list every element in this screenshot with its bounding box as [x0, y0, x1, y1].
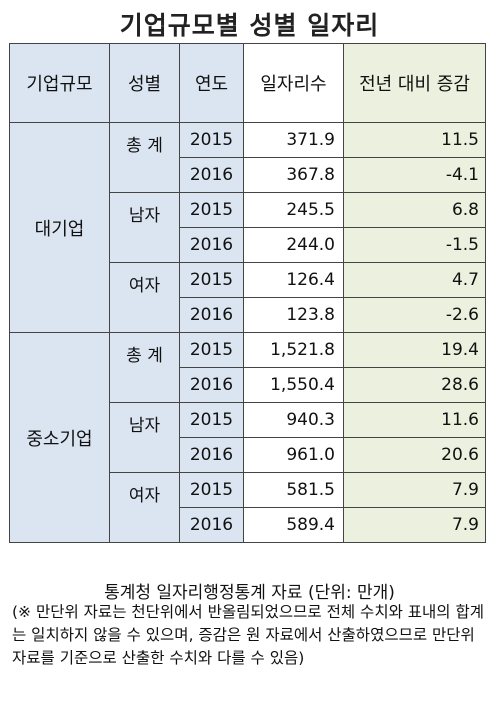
- table-row: 남자 2015 940.3 11.6: [10, 402, 486, 473]
- header-size: 기업규모: [9, 43, 110, 123]
- table-row: 2016 244.0 -1.5: [10, 227, 486, 263]
- jobs-cell: 1,550.4: [243, 367, 344, 403]
- change-cell: 6.8: [343, 192, 486, 228]
- jobs-cell: 581.5: [243, 472, 344, 508]
- header-jobs: 일자리수: [243, 43, 344, 123]
- change-cell: 11.6: [343, 402, 486, 438]
- jobs-table: 기업규모 성별 연도 일자리수 전년 대비 증감 대기업 총 계 2015 37…: [9, 43, 486, 543]
- header-year: 연도: [179, 43, 244, 123]
- change-cell: -1.5: [343, 227, 486, 263]
- jobs-cell: 245.5: [243, 192, 344, 228]
- year-cell: 2015: [179, 402, 244, 438]
- gender-cell: 여자: [109, 262, 180, 333]
- jobs-cell: 367.8: [243, 157, 344, 193]
- jobs-cell: 126.4: [243, 262, 344, 298]
- gender-cell: 총 계: [109, 332, 180, 403]
- gender-cell: 총 계: [109, 122, 180, 193]
- table-row: 2016 589.4 7.9: [10, 507, 486, 543]
- change-cell: 7.9: [343, 472, 486, 508]
- table-row: 여자 2015 126.4 4.7: [10, 262, 486, 333]
- year-cell: 2015: [179, 122, 244, 158]
- change-cell: 28.6: [343, 367, 486, 403]
- change-cell: -4.1: [343, 157, 486, 193]
- size-cell: 대기업: [9, 122, 110, 333]
- change-cell: 20.6: [343, 437, 486, 473]
- year-cell: 2016: [179, 227, 244, 263]
- change-cell: 11.5: [343, 122, 486, 158]
- year-cell: 2015: [179, 472, 244, 508]
- year-cell: 2015: [179, 262, 244, 298]
- year-cell: 2016: [179, 297, 244, 333]
- jobs-cell: 961.0: [243, 437, 344, 473]
- jobs-cell: 371.9: [243, 122, 344, 158]
- table-row: 남자 2015 245.5 6.8: [10, 192, 486, 263]
- page-title: 기업규모별 성별 일자리: [119, 11, 380, 40]
- header-row: 기업규모 성별 연도 일자리수 전년 대비 증감: [9, 43, 486, 123]
- change-cell: -2.6: [343, 297, 486, 333]
- gender-cell: 남자: [109, 192, 180, 263]
- year-cell: 2016: [179, 437, 244, 473]
- table-row: 중소기업 총 계 2015 1,521.8 19.4: [9, 332, 486, 543]
- table-row: 대기업 총 계 2015 371.9 11.5: [9, 122, 486, 333]
- gender-cell: 여자: [109, 472, 180, 543]
- header-change: 전년 대비 증감: [343, 43, 486, 123]
- jobs-cell: 589.4: [243, 507, 344, 543]
- year-cell: 2015: [179, 332, 244, 368]
- header-gender: 성별: [109, 43, 180, 123]
- change-cell: 4.7: [343, 262, 486, 298]
- jobs-cell: 1,521.8: [243, 332, 344, 368]
- source-caption: 통계청 일자리행정통계 자료 (단위: 만개): [104, 583, 395, 603]
- change-cell: 7.9: [343, 507, 486, 543]
- year-cell: 2015: [179, 192, 244, 228]
- year-cell: 2016: [179, 367, 244, 403]
- change-cell: 19.4: [343, 332, 486, 368]
- jobs-cell: 940.3: [243, 402, 344, 438]
- footnote: (※ 만단위 자료는 천단위에서 반올림되었으므로 전체 수치와 표내의 합계는…: [12, 603, 484, 667]
- jobs-cell: 244.0: [243, 227, 344, 263]
- year-cell: 2016: [179, 507, 244, 543]
- table-row: 여자 2015 581.5 7.9: [10, 472, 486, 543]
- jobs-cell: 123.8: [243, 297, 344, 333]
- year-cell: 2016: [179, 157, 244, 193]
- size-cell: 중소기업: [9, 332, 110, 543]
- table-row: 2016 1,550.4 28.6: [10, 367, 486, 403]
- gender-cell: 남자: [109, 402, 180, 473]
- table-row: 2016 961.0 20.6: [10, 437, 486, 473]
- table-row: 2016 367.8 -4.1: [10, 157, 486, 193]
